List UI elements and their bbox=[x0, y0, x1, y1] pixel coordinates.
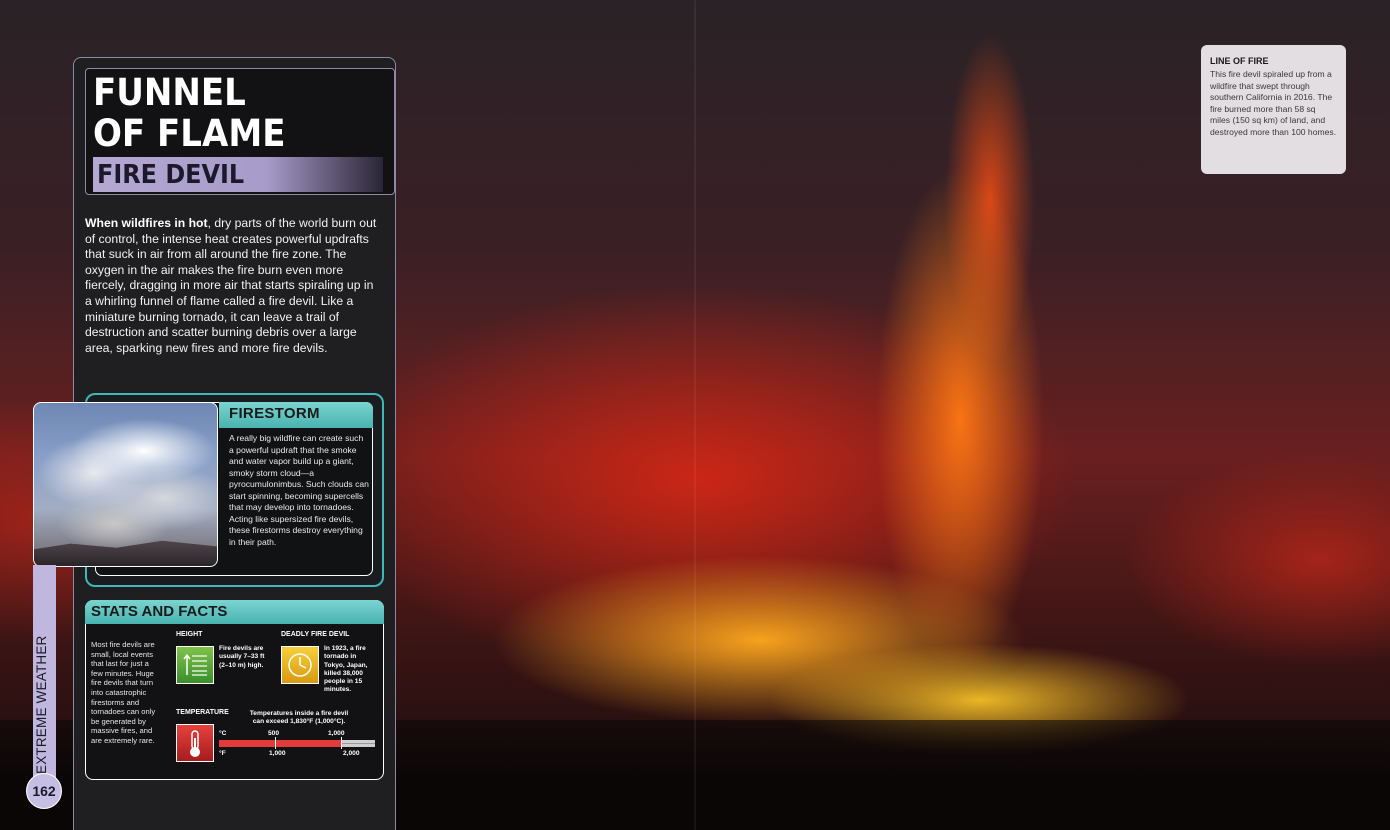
stats-heading: STATS AND FACTS bbox=[91, 603, 228, 620]
thermometer-icon bbox=[176, 724, 214, 762]
deadly-text: In 1923, a fire tornado in Tokyo, Japan,… bbox=[324, 645, 368, 694]
tick-500 bbox=[275, 737, 276, 749]
height-text: Fire devils are usually 7–33 ft (2–10 m)… bbox=[219, 645, 265, 669]
height-ruler-icon-graphic bbox=[183, 653, 207, 676]
clock-icon-graphic bbox=[288, 653, 312, 677]
intro-paragraph: When wildfires in hot, dry parts of the … bbox=[85, 216, 381, 356]
firestorm-text: A really big wildfire can create such a … bbox=[229, 433, 369, 547]
firestorm-heading-bar: FIRESTORM bbox=[219, 402, 373, 428]
temperature-text: Temperatures inside a fire devil can exc… bbox=[249, 710, 349, 726]
page-subtitle: FIRE DEVIL bbox=[97, 160, 245, 190]
caption-text: This fire devil spiraled up from a wildf… bbox=[1210, 69, 1337, 137]
tick-1000 bbox=[341, 737, 342, 749]
intro-lead: When wildfires in hot bbox=[85, 216, 208, 230]
fahrenheit-2000: 2,000 bbox=[343, 750, 360, 757]
book-spine bbox=[694, 0, 696, 830]
photo-caption: LINE OF FIRE This fire devil spiraled up… bbox=[1201, 45, 1346, 174]
fahrenheit-unit: °F bbox=[219, 750, 226, 757]
title-line-2: OF FLAME bbox=[93, 112, 286, 155]
temperature-bar-fill bbox=[219, 740, 341, 747]
section-strip bbox=[33, 565, 56, 780]
celsius-500: 500 bbox=[268, 730, 280, 737]
stats-intro: Most fire devils are small, local events… bbox=[91, 640, 156, 745]
height-ruler-icon bbox=[176, 646, 214, 684]
firestorm-heading: FIRESTORM bbox=[229, 405, 320, 422]
section-label: EXTREME WEATHER bbox=[34, 635, 49, 774]
deadly-label: DEADLY FIRE DEVIL bbox=[281, 631, 350, 638]
photo-hills bbox=[34, 540, 217, 566]
temperature-bar-rest bbox=[341, 740, 375, 747]
clock-icon bbox=[281, 646, 319, 684]
pyrocumulonimbus-photo bbox=[33, 402, 218, 567]
page-number: 162 bbox=[26, 773, 62, 809]
stats-heading-bar: STATS AND FACTS bbox=[85, 600, 384, 624]
intro-text: , dry parts of the world burn out of con… bbox=[85, 216, 377, 355]
fahrenheit-1000: 1,000 bbox=[269, 750, 286, 757]
title-line-1: FUNNEL bbox=[93, 71, 246, 114]
page-title: FUNNEL OF FLAME bbox=[93, 72, 360, 154]
celsius-1000: 1,000 bbox=[328, 730, 345, 737]
caption-heading: LINE OF FIRE bbox=[1210, 56, 1269, 66]
temperature-label: TEMPERATURE bbox=[176, 709, 229, 716]
stats-box bbox=[85, 600, 384, 780]
height-label: HEIGHT bbox=[176, 631, 203, 638]
subtitle-bar bbox=[93, 157, 383, 192]
celsius-unit: °C bbox=[219, 730, 227, 737]
thermometer-icon-graphic bbox=[190, 730, 200, 757]
